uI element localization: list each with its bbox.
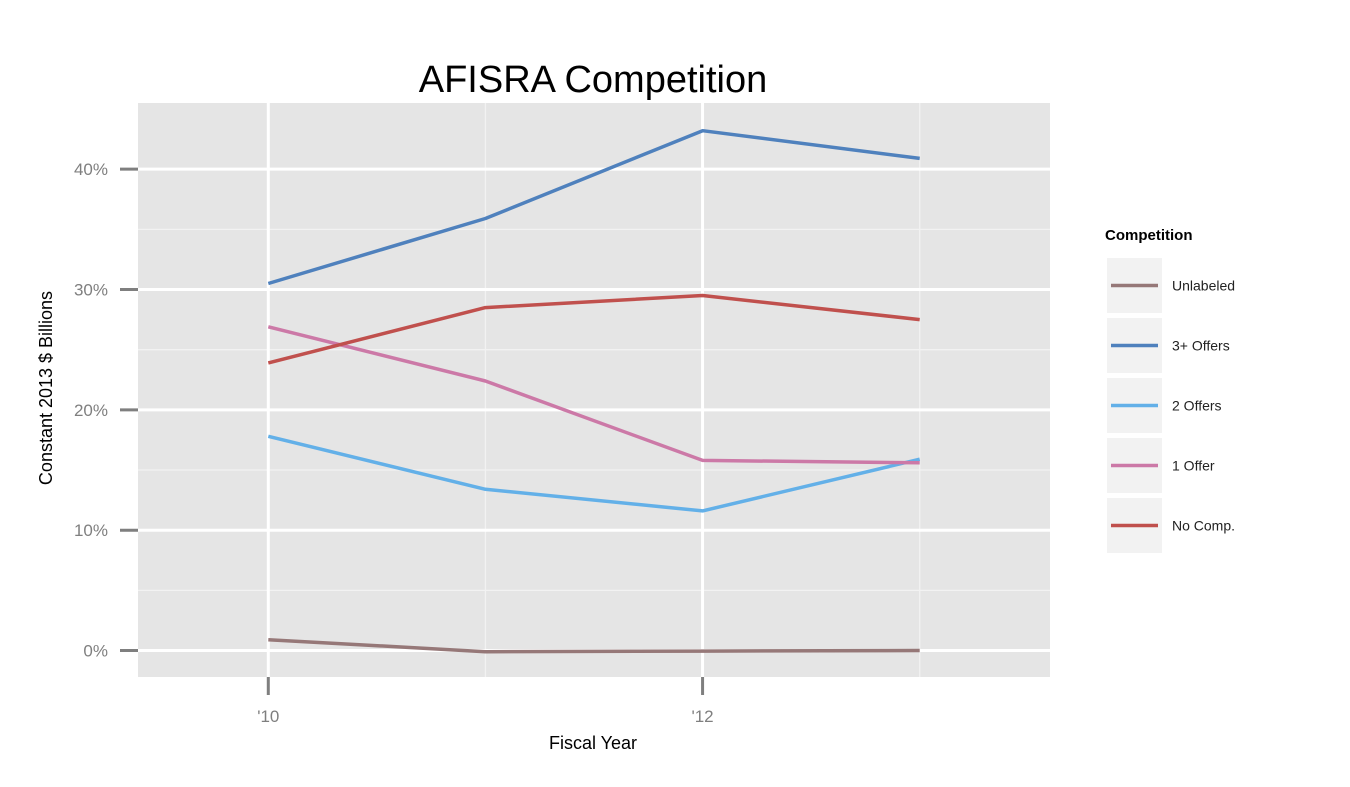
y-tick-label: 40% xyxy=(74,160,108,179)
y-axis-title: Constant 2013 $ Billions xyxy=(36,291,56,485)
legend-label-no-comp: No Comp. xyxy=(1172,518,1235,534)
x-tick-label: '12 xyxy=(691,707,713,726)
legend-label-unlabeled: Unlabeled xyxy=(1172,278,1235,294)
x-tick-label: '10 xyxy=(257,707,279,726)
series-line-unlabeled xyxy=(268,637,920,654)
plot-area: 0% 10% 20% 30% 40% '10 '12 xyxy=(74,103,1050,726)
legend-title: Competition xyxy=(1105,227,1193,244)
series-line-2-offers xyxy=(267,434,921,513)
y-tick-label: 20% xyxy=(74,401,108,420)
series-line-no-comp xyxy=(267,293,920,365)
legend-label-1-offer: 1 Offer xyxy=(1172,458,1215,474)
y-tick-label: 0% xyxy=(83,642,108,661)
chart-title: AFISRA Competition xyxy=(419,59,767,101)
y-tick-label: 10% xyxy=(74,521,108,540)
legend-label-3-offers: 3+ Offers xyxy=(1172,338,1230,354)
panel-background xyxy=(138,103,1050,677)
legend: Competition Unlabeled 3+ Offers 2 Offers 1 … xyxy=(1105,227,1235,553)
series-line-1-offer xyxy=(267,325,920,465)
series-line-3-offers xyxy=(267,128,920,286)
x-axis-title: Fiscal Year xyxy=(549,733,637,753)
legend-label-2-offers: 2 Offers xyxy=(1172,398,1222,414)
y-tick-label: 30% xyxy=(74,281,108,300)
